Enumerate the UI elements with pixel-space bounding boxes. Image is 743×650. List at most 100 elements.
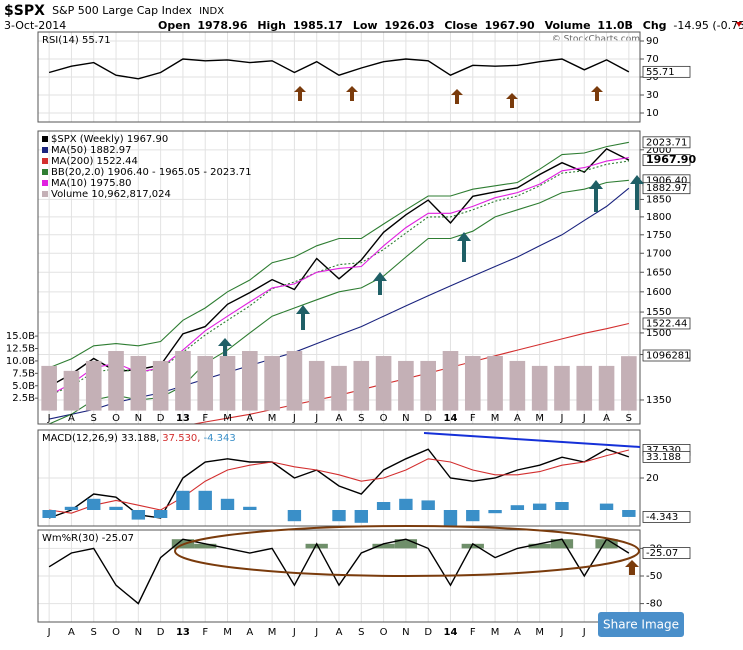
legend-entry: -4.343 xyxy=(203,433,235,444)
y-tick-label: 20 xyxy=(646,473,659,484)
x-tick-label: M xyxy=(535,627,544,638)
arrow xyxy=(451,89,463,104)
label: Open xyxy=(158,19,191,32)
x-tick-label: J xyxy=(47,627,51,638)
panel xyxy=(38,32,640,122)
x-tick-label: A xyxy=(336,413,343,424)
value: 1926.03 xyxy=(384,19,434,32)
legend-entry: RSI(14) 55.71 xyxy=(42,35,111,46)
value-badge-label: 1882.97 xyxy=(646,183,687,194)
label: Chg xyxy=(643,19,667,32)
histogram-bar xyxy=(109,506,123,510)
date: 3-Oct-2014 xyxy=(4,19,66,32)
volume-bar xyxy=(576,365,593,411)
x-tick-label: F xyxy=(470,627,476,638)
panel xyxy=(38,131,640,424)
panel-frame xyxy=(37,130,641,425)
value-badge-label: -4.343 xyxy=(646,512,678,523)
legend-swatch xyxy=(42,158,48,164)
x-tick-label: A xyxy=(514,413,521,424)
volume-bar xyxy=(398,360,414,411)
y2-tick-label: 2.5B xyxy=(12,393,35,404)
histogram-bar xyxy=(42,510,56,518)
volume-bar xyxy=(85,360,102,411)
x-tick-label: F xyxy=(202,413,208,424)
x-tick-label: M xyxy=(223,627,232,638)
x-tick-label: D xyxy=(157,413,165,424)
arrow xyxy=(630,175,644,210)
series-line xyxy=(48,448,630,519)
value-badge xyxy=(642,511,691,523)
histogram-bar xyxy=(287,510,302,522)
arrow xyxy=(589,180,603,212)
arrow xyxy=(625,560,639,575)
share-button[interactable]: Share Image xyxy=(598,612,684,637)
histogram-bar xyxy=(153,510,168,518)
label: Close xyxy=(444,19,477,32)
arrow xyxy=(591,86,603,101)
label: Volume xyxy=(545,19,591,32)
y2-tick-label: 7.5B xyxy=(12,368,35,379)
x-tick-label: O xyxy=(112,413,120,424)
x-tick-label: N xyxy=(402,413,409,424)
button-label[interactable]: Share Image xyxy=(603,618,679,632)
arrow xyxy=(457,232,471,262)
x-tick-label: S xyxy=(358,627,364,638)
x-tick-label: M xyxy=(268,413,277,424)
x-tick-label: A xyxy=(336,627,343,638)
x-tick-label: 14 xyxy=(444,413,458,424)
y-tick-label: 30 xyxy=(646,90,659,101)
x-tick-label: M xyxy=(268,627,277,638)
x-tick-label: J xyxy=(292,627,296,638)
histogram-bar xyxy=(532,503,547,510)
y2-tick-label: 12.5B xyxy=(6,344,35,355)
legend-swatch xyxy=(42,147,48,153)
series-line xyxy=(49,449,630,514)
label: Low xyxy=(353,19,378,32)
legend-entry: MACD(12,26,9) 33.188, xyxy=(42,433,159,444)
y-tick-label: 1800 xyxy=(646,212,671,223)
overbought-area xyxy=(595,539,618,549)
symbol: $SPX xyxy=(4,3,45,19)
x-tick-label: 13 xyxy=(176,627,190,638)
histogram-bar xyxy=(376,502,391,510)
legend: MACD(12,26,9) 33.188, 37.530, -4.343 xyxy=(42,433,236,444)
x-tick-label: F xyxy=(470,413,476,424)
value-badge xyxy=(642,450,691,463)
panel-frame xyxy=(37,31,641,123)
highlight-ellipse xyxy=(174,525,640,577)
y-tick-label: -50 xyxy=(646,571,662,582)
y-tick-label: 70 xyxy=(646,54,659,65)
x-tick-label: A xyxy=(514,627,521,638)
x-tick-label: D xyxy=(157,627,165,638)
x-tick-label: O xyxy=(380,413,388,424)
overbought-area xyxy=(194,543,217,549)
y-tick-label: 1700 xyxy=(646,248,671,259)
exchange: INDX xyxy=(199,6,224,17)
button-bg[interactable] xyxy=(598,612,684,637)
x-tick-label: D xyxy=(424,413,432,424)
x-tick-label: M xyxy=(491,413,500,424)
y-tick-label: 90 xyxy=(646,36,659,47)
volume-bar xyxy=(621,356,637,411)
arrow xyxy=(506,93,518,108)
legend-entry: BB(20,2.0) 1906.40 - 1965.05 - 2023.71 xyxy=(51,167,252,178)
volume-bar xyxy=(353,360,370,411)
volume-bar xyxy=(554,365,570,411)
legend-entry: MA(10) 1975.80 xyxy=(51,178,132,189)
x-tick-label: J xyxy=(292,413,296,424)
x-tick-label: S xyxy=(91,413,97,424)
volume-bar xyxy=(41,365,57,411)
arrow xyxy=(373,272,387,295)
value-badge-label: 1522.44 xyxy=(646,318,687,329)
y2-tick-label: 5.0B xyxy=(12,381,35,392)
arrow xyxy=(346,86,358,101)
quote-line: Open 1978.96 High 1985.17 Low 1926.03 Cl… xyxy=(158,19,743,32)
y-tick-label: 1850 xyxy=(646,194,671,205)
histogram-bar xyxy=(622,510,636,517)
legend-entry: Volume 10,962,817,024 xyxy=(51,189,171,200)
legend-entry: Wm%R(30) -25.07 xyxy=(42,533,134,544)
histogram-bar xyxy=(64,506,79,510)
